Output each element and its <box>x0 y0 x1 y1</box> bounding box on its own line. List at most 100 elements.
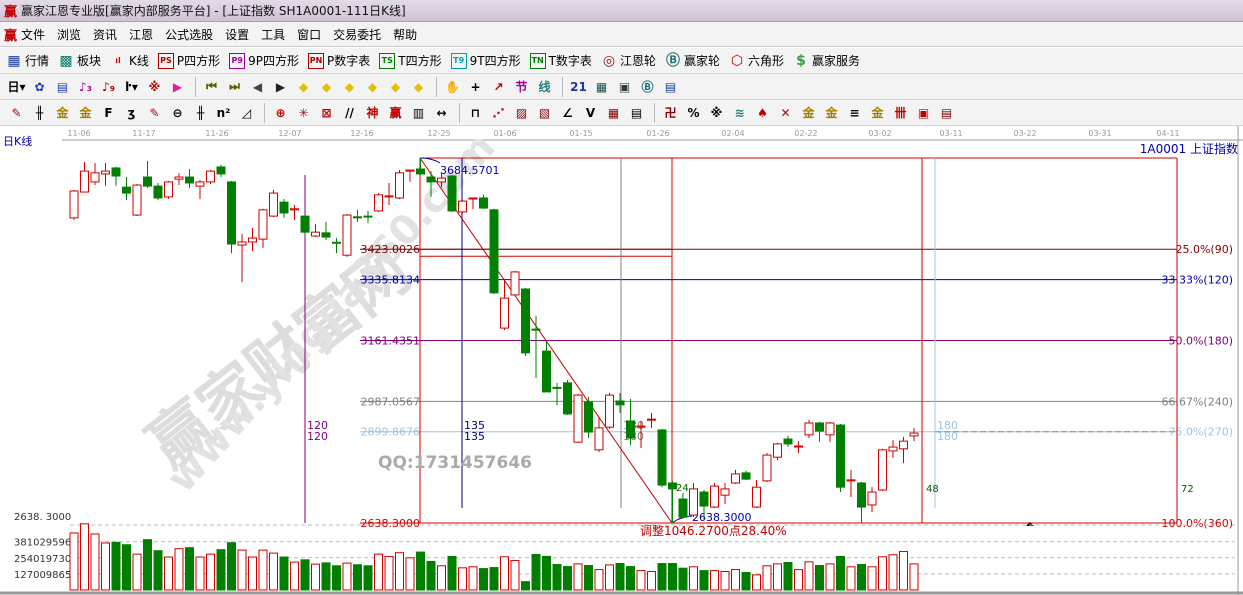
toolbar-button-gann-wheel[interactable]: ◎ 江恩轮 <box>601 52 656 69</box>
volume-bar-up <box>720 570 730 591</box>
menu-item-2[interactable]: 资讯 <box>93 27 118 42</box>
menu-item-0[interactable]: 文件 <box>21 27 46 42</box>
volume-bar-up <box>752 574 761 591</box>
fan-icon[interactable]: ⋰ <box>492 105 505 120</box>
pen2-icon[interactable]: ✎ <box>149 105 160 120</box>
line-label-icon[interactable]: 线 <box>538 80 551 94</box>
date-tick-label: 01-06 <box>493 129 516 138</box>
toolbar-button-quote-table[interactable]: ▦ 行情 <box>6 52 49 69</box>
gold-icon[interactable]: 金 <box>802 106 815 120</box>
menu-item-1[interactable]: 浏览 <box>57 27 82 42</box>
candle-down <box>678 498 688 518</box>
angle-icon[interactable]: ∠ <box>562 105 573 120</box>
menu-item-8[interactable]: 交易委托 <box>333 27 382 42</box>
ruler-icon[interactable]: ▥ <box>412 105 425 120</box>
multi-line-icon[interactable]: ╫ <box>196 105 205 120</box>
big-icon[interactable]: Ⓑ <box>641 80 654 94</box>
menu-item-3[interactable]: 江恩 <box>129 27 154 42</box>
end-box-icon[interactable]: ▤ <box>940 105 953 120</box>
gold-line-icon[interactable]: 金 <box>56 106 69 120</box>
period-icon[interactable]: 卍 <box>664 106 677 120</box>
toolbar-button-sector-grid[interactable]: ▩ 板块 <box>58 52 101 69</box>
wave-icon[interactable]: ≋ <box>734 105 745 120</box>
box-tool-icon[interactable]: ⊓ <box>470 105 481 120</box>
toolbar-button-p9[interactable]: P9 9P四方形 <box>229 52 299 69</box>
line-tool-icon[interactable]: ↗ <box>493 79 504 94</box>
volume-bar-up <box>573 563 583 591</box>
step3-icon[interactable]: ♪₃ <box>79 79 92 94</box>
fib-icon[interactable]: F <box>104 105 113 120</box>
parallel-lines-icon[interactable]: ╫ <box>35 105 44 120</box>
spiral-icon[interactable]: ʒ <box>127 105 136 120</box>
toolbar-button-winner-wheel[interactable]: Ⓑ 赢家轮 <box>665 52 720 69</box>
expand-v-icon[interactable]: ◆ <box>390 79 401 94</box>
slash-icon[interactable]: // <box>345 105 354 120</box>
section-icon[interactable]: 节 <box>515 80 528 94</box>
crosshair-icon[interactable]: + <box>470 79 481 94</box>
toolbar-button-t9[interactable]: T9 9T四方形 <box>450 52 521 69</box>
radial-icon[interactable]: ✳ <box>298 105 309 120</box>
gann-grid-icon[interactable]: ▧ <box>538 105 551 120</box>
toolbar-button-ts[interactable]: TS T四方形 <box>379 52 442 69</box>
red-box-icon[interactable]: ▣ <box>917 105 930 120</box>
toolbar-button-candlestick[interactable]: ıl K线 <box>110 52 149 69</box>
shift-left-icon[interactable]: ◆ <box>298 79 309 94</box>
prev-icon[interactable]: ◀ <box>252 79 263 94</box>
zoom-all-icon[interactable]: ◆ <box>413 79 424 94</box>
chart-pattern-icon[interactable]: ✿ <box>34 79 45 94</box>
delete-icon[interactable]: ✕ <box>780 105 791 120</box>
calculator-icon[interactable]: ▦ <box>595 79 608 94</box>
grid-icon[interactable]: ▦ <box>607 105 620 120</box>
shrink-icon[interactable]: ◆ <box>367 79 378 94</box>
ying-icon[interactable]: 赢 <box>389 106 402 120</box>
gold-line2-icon[interactable]: 金 <box>79 106 92 120</box>
notes-icon[interactable]: ▤ <box>56 79 69 94</box>
history-icon[interactable]: ▣ <box>618 79 631 94</box>
toolbar-button-hexagon[interactable]: ⬡ 六角形 <box>729 52 784 69</box>
toolbar-button-ps[interactable]: PS P四方形 <box>157 52 220 69</box>
menu-item-6[interactable]: 工具 <box>261 27 286 42</box>
step9-icon[interactable]: ♪₉ <box>102 79 115 94</box>
pen-icon[interactable]: ✎ <box>11 105 22 120</box>
gann-box-icon[interactable]: ▨ <box>515 105 528 120</box>
percent-icon[interactable]: % <box>687 105 700 120</box>
toolbar-button-tn[interactable]: TN T数字表 <box>529 52 592 69</box>
toolbar-button-dollar[interactable]: $ 赢家服务 <box>793 52 860 69</box>
expand-h-icon[interactable]: ◆ <box>344 79 355 94</box>
pattern-red-icon[interactable]: ※ <box>148 79 161 94</box>
v-line-icon[interactable]: V <box>585 105 596 120</box>
n2-icon[interactable]: n² <box>216 105 231 120</box>
shen-icon[interactable]: 神 <box>366 106 379 120</box>
calendar-icon[interactable]: 21 <box>570 79 587 94</box>
menu-item-4[interactable]: 公式选股 <box>165 27 214 42</box>
menu-item-7[interactable]: 窗口 <box>297 27 322 42</box>
first-icon[interactable]: ⏮ <box>206 79 217 93</box>
gold3-icon[interactable]: 金 <box>871 106 884 120</box>
list-icon[interactable]: ≡ <box>849 105 860 120</box>
next-icon[interactable]: ▶ <box>275 79 286 94</box>
box-icon[interactable]: ▤ <box>664 79 677 94</box>
toolbar-button-pn[interactable]: PN P数字表 <box>308 52 370 69</box>
width-icon[interactable]: ↔ <box>436 105 447 120</box>
flag-icon[interactable]: ▶ <box>172 79 183 94</box>
triangle-icon[interactable]: ◿ <box>241 105 252 120</box>
kline-chart[interactable]: 11-06 11-17 11-26 12-07 12-16 12-25 01-06 01-15… <box>0 126 1243 595</box>
bar-type-dropdown[interactable]: ŀ▾ <box>125 79 138 94</box>
menu-logo[interactable]: 赢 <box>4 28 18 44</box>
tag-icon[interactable]: ♠ <box>757 105 768 120</box>
menu-item-9[interactable]: 帮助 <box>393 27 418 42</box>
last-icon[interactable]: ⏭ <box>229 79 240 93</box>
target-icon[interactable]: ⊕ <box>275 105 286 120</box>
menu-item-5[interactable]: 设置 <box>225 27 250 42</box>
hand-icon[interactable]: ✋ <box>445 79 460 94</box>
gold2-icon[interactable]: 金 <box>825 106 838 120</box>
ratio-icon[interactable]: ※ <box>710 105 723 120</box>
circle-line-icon[interactable]: ⊖ <box>172 105 183 120</box>
candle-up <box>636 425 646 428</box>
square-box-icon[interactable]: ⊠ <box>321 105 332 120</box>
shift-right-icon[interactable]: ◆ <box>321 79 332 94</box>
table-icon[interactable]: ▤ <box>630 105 643 120</box>
period-day-dropdown[interactable]: 日▾ <box>7 80 26 94</box>
candle-up <box>773 443 782 458</box>
cross-list-icon[interactable]: 卌 <box>894 106 907 120</box>
